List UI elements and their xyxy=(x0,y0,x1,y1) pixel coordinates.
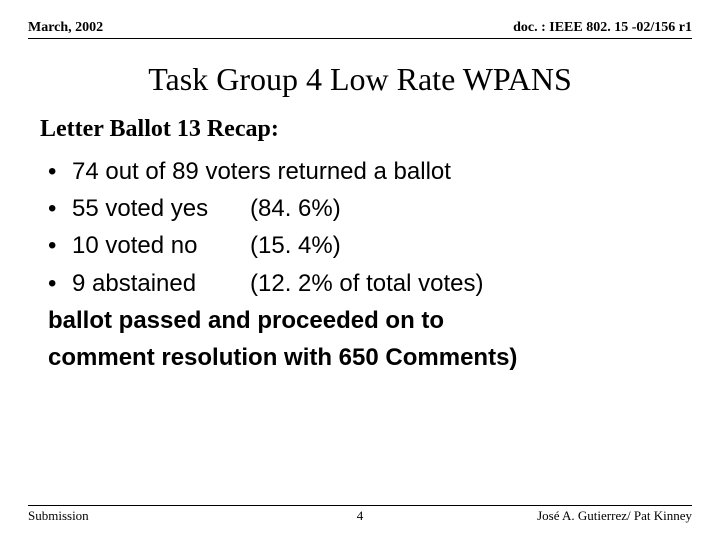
trailing-line-1: ballot passed and proceeded on to xyxy=(48,302,692,339)
list-item: • 10 voted no (15. 4%) xyxy=(48,227,692,264)
bullet-text-right: (12. 2% of total votes) xyxy=(250,265,483,302)
footer-left-label: Submission xyxy=(28,508,89,524)
bullet-list: • 74 out of 89 voters returned a ballot … xyxy=(48,153,692,302)
bullet-text: 74 out of 89 voters returned a ballot xyxy=(72,153,451,190)
bullet-icon: • xyxy=(48,153,72,190)
bullet-text-left: 10 voted no xyxy=(72,227,250,264)
section-subtitle: Letter Ballot 13 Recap: xyxy=(40,116,692,143)
header-date: March, 2002 xyxy=(28,20,103,36)
list-item: • 9 abstained (12. 2% of total votes) xyxy=(48,265,692,302)
bullet-icon: • xyxy=(48,265,72,302)
footer-divider xyxy=(28,505,692,506)
trailing-line-2: comment resolution with 650 Comments) xyxy=(48,339,692,376)
bullet-icon: • xyxy=(48,190,72,227)
bullet-text-left: 9 abstained xyxy=(72,265,250,302)
bullet-icon: • xyxy=(48,227,72,264)
footer-page-number: 4 xyxy=(357,508,364,524)
header-doc-number: doc. : IEEE 802. 15 -02/156 r1 xyxy=(513,20,692,36)
header-row: March, 2002 doc. : IEEE 802. 15 -02/156 … xyxy=(28,20,692,39)
footer: Submission 4 José A. Gutierrez/ Pat Kinn… xyxy=(28,505,692,524)
bullet-text-right: (15. 4%) xyxy=(250,227,341,264)
bullet-text-right: (84. 6%) xyxy=(250,190,341,227)
slide-page: March, 2002 doc. : IEEE 802. 15 -02/156 … xyxy=(0,0,720,540)
footer-author: José A. Gutierrez/ Pat Kinney xyxy=(537,508,692,524)
footer-row: Submission 4 José A. Gutierrez/ Pat Kinn… xyxy=(28,508,692,524)
list-item: • 74 out of 89 voters returned a ballot xyxy=(48,153,692,190)
list-item: • 55 voted yes (84. 6%) xyxy=(48,190,692,227)
bullet-text-left: 55 voted yes xyxy=(72,190,250,227)
page-title: Task Group 4 Low Rate WPANS xyxy=(28,61,692,98)
